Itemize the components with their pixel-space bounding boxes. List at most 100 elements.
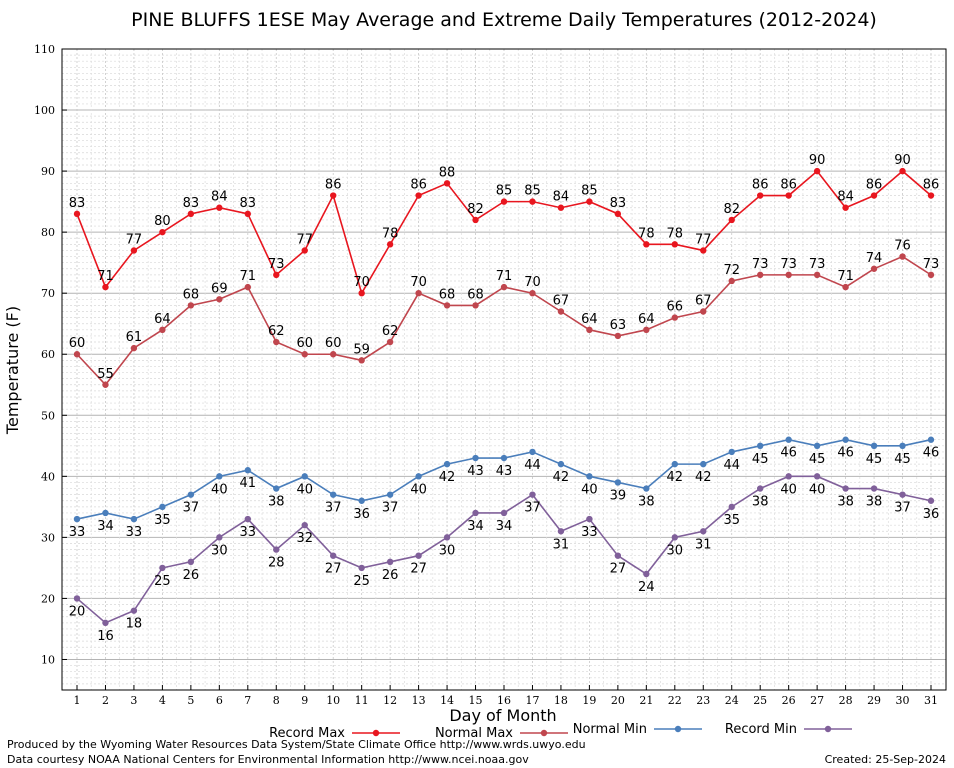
legend-marker bbox=[674, 725, 682, 733]
data-label: 45 bbox=[752, 452, 769, 467]
data-label: 28 bbox=[268, 556, 285, 571]
data-point bbox=[927, 271, 935, 279]
data-label: 30 bbox=[439, 543, 456, 558]
data-point bbox=[728, 503, 735, 511]
data-label: 35 bbox=[723, 513, 740, 528]
data-label: 86 bbox=[923, 178, 940, 193]
data-label: 34 bbox=[496, 519, 513, 534]
data-point bbox=[671, 241, 678, 248]
data-label: 71 bbox=[240, 269, 257, 284]
data-point bbox=[102, 381, 109, 388]
data-label: 43 bbox=[467, 464, 484, 479]
data-label: 40 bbox=[581, 482, 598, 497]
x-tick-label: 23 bbox=[696, 694, 710, 707]
data-point bbox=[415, 473, 422, 480]
x-tick-label: 13 bbox=[412, 694, 426, 707]
data-label: 27 bbox=[610, 562, 627, 577]
data-label: 33 bbox=[126, 525, 143, 540]
data-label: 70 bbox=[410, 275, 427, 290]
data-point bbox=[130, 344, 138, 352]
data-label: 42 bbox=[553, 470, 570, 485]
data-point bbox=[785, 473, 792, 480]
data-point bbox=[301, 247, 308, 254]
data-label: 30 bbox=[211, 543, 228, 558]
legend-label: Normal Min bbox=[573, 722, 647, 737]
data-point bbox=[728, 277, 735, 285]
data-label: 43 bbox=[496, 464, 513, 479]
x-tick-label: 16 bbox=[497, 694, 511, 707]
data-label: 64 bbox=[638, 312, 655, 327]
data-label: 71 bbox=[496, 269, 513, 284]
data-point bbox=[842, 204, 849, 211]
legend-marker bbox=[372, 729, 380, 737]
data-label: 41 bbox=[240, 476, 257, 491]
data-label: 20 bbox=[69, 604, 86, 619]
data-label: 84 bbox=[553, 190, 570, 205]
data-point bbox=[785, 436, 792, 443]
x-tick-label: 27 bbox=[810, 694, 824, 707]
data-label: 33 bbox=[69, 525, 86, 540]
x-tick-label: 18 bbox=[554, 694, 568, 707]
data-point bbox=[159, 228, 166, 236]
data-point bbox=[529, 448, 536, 456]
data-label: 36 bbox=[923, 507, 940, 522]
data-label: 64 bbox=[154, 312, 171, 327]
data-label: 40 bbox=[296, 482, 313, 497]
data-point bbox=[301, 521, 308, 529]
footer-created: Created: 25-Sep-2024 bbox=[825, 753, 946, 766]
data-label: 40 bbox=[211, 482, 228, 497]
data-label: 34 bbox=[97, 519, 114, 534]
data-label: 83 bbox=[183, 196, 200, 211]
data-point bbox=[216, 534, 223, 541]
data-point bbox=[330, 552, 337, 559]
data-label: 40 bbox=[809, 482, 826, 497]
data-label: 40 bbox=[780, 482, 797, 497]
data-point bbox=[244, 210, 251, 218]
x-tick-label: 6 bbox=[216, 694, 223, 707]
data-label: 46 bbox=[837, 446, 854, 461]
data-point bbox=[301, 351, 308, 358]
data-point bbox=[757, 442, 764, 450]
data-point bbox=[757, 271, 764, 279]
data-point bbox=[472, 216, 479, 224]
data-label: 38 bbox=[752, 495, 769, 510]
data-label: 37 bbox=[894, 501, 911, 516]
data-label: 42 bbox=[695, 470, 712, 485]
data-point bbox=[358, 564, 365, 572]
data-label: 67 bbox=[695, 294, 712, 309]
data-point bbox=[273, 485, 280, 492]
y-tick-label: 100 bbox=[34, 104, 55, 117]
data-point bbox=[757, 485, 764, 492]
data-point bbox=[813, 167, 821, 175]
data-point bbox=[614, 210, 622, 218]
data-label: 37 bbox=[382, 501, 399, 516]
y-tick-label: 60 bbox=[41, 348, 55, 361]
series-record-max: 83 71 77 80 83 84 83 73 77 86 70 78 86 88 82 85 85 84 85 83… bbox=[69, 153, 940, 297]
data-point bbox=[870, 442, 878, 450]
data-point bbox=[415, 289, 422, 297]
data-label: 77 bbox=[126, 232, 143, 247]
data-point bbox=[472, 454, 479, 462]
data-point bbox=[102, 509, 109, 517]
data-label: 26 bbox=[183, 568, 200, 583]
data-point bbox=[700, 528, 707, 535]
x-tick-label: 31 bbox=[924, 694, 938, 707]
data-point bbox=[216, 296, 223, 303]
data-label: 33 bbox=[240, 525, 257, 540]
data-point bbox=[244, 283, 251, 291]
data-label: 86 bbox=[866, 178, 883, 193]
data-point bbox=[500, 198, 508, 205]
data-point bbox=[643, 241, 650, 248]
y-tick-label: 70 bbox=[41, 287, 55, 300]
legend-label: Record Max bbox=[269, 726, 345, 741]
data-label: 77 bbox=[695, 232, 712, 247]
data-point bbox=[728, 448, 735, 456]
data-point bbox=[73, 595, 81, 602]
data-label: 90 bbox=[809, 153, 826, 168]
data-point bbox=[614, 332, 622, 340]
x-tick-label: 21 bbox=[639, 694, 653, 707]
data-label: 86 bbox=[752, 178, 769, 193]
data-point bbox=[700, 460, 707, 468]
footer-data-courtesy: Data courtesy NOAA National Centers for … bbox=[7, 753, 529, 766]
